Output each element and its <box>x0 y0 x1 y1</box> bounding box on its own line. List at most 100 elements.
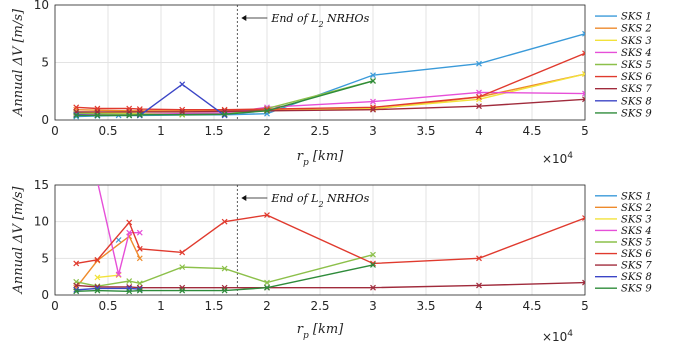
annotation-arrowhead <box>241 195 247 201</box>
data-point <box>582 30 585 37</box>
data-point <box>73 282 80 289</box>
legend-label: SKS 6 <box>621 72 652 83</box>
series-group <box>73 30 585 120</box>
annotation-text: End of L2 NRHOs <box>270 12 369 29</box>
data-point <box>95 179 100 184</box>
x-multiplier: ×104 <box>542 151 573 166</box>
data-point <box>126 229 133 236</box>
data-point <box>179 264 186 271</box>
data-point <box>136 245 143 252</box>
data-point <box>136 229 143 236</box>
series-line-sks-7 <box>76 281 585 289</box>
plot-1: 0 0.5 1 1.5 2 2.5 3 3.5 4 4.5 5 0 5 10 End of L2 NRHOs… <box>11 0 652 168</box>
data-point <box>94 256 101 263</box>
data-point <box>221 111 228 118</box>
data-point <box>179 249 186 256</box>
data-point <box>126 112 133 119</box>
series-line-sks-5 <box>76 253 374 287</box>
legend-label: SKS 9 <box>621 108 652 119</box>
data-point <box>73 112 80 119</box>
series-group <box>73 179 585 295</box>
data-point <box>73 104 80 111</box>
legend-label: SKS 1 <box>621 12 652 23</box>
x-multiplier: ×104 <box>542 329 573 344</box>
data-point <box>264 212 270 218</box>
legend-label: SKS 2 <box>621 203 652 214</box>
data-point <box>370 106 376 113</box>
x-tick-label: 0.5 <box>98 124 117 138</box>
series-line-sks-3 <box>97 274 119 279</box>
data-point <box>94 112 101 119</box>
data-point <box>221 287 228 294</box>
x-tick-label: 4.5 <box>522 124 541 138</box>
x-tick-label: 1 <box>157 299 165 313</box>
data-point <box>126 219 133 226</box>
annotation-text: End of L2 NRHOs <box>270 192 369 209</box>
data-point <box>179 109 186 115</box>
legend-label: SKS 7 <box>621 261 652 272</box>
data-point <box>115 237 122 243</box>
data-point <box>476 60 482 67</box>
y-tick-label: 10 <box>34 0 49 12</box>
data-point <box>264 279 270 286</box>
x-tick-label: 1.5 <box>204 124 223 138</box>
x-tick-label: 0 <box>51 299 59 313</box>
series-line-sks-9 <box>76 264 374 293</box>
data-point <box>476 282 482 289</box>
x-tick-label: 2.5 <box>310 124 329 138</box>
legend-label: SKS 9 <box>621 284 652 295</box>
x-tick-label: 0.5 <box>98 299 117 313</box>
data-point <box>370 77 376 84</box>
x-axis-label: rp [km] <box>297 322 344 341</box>
data-point <box>136 255 143 262</box>
data-point <box>476 103 482 110</box>
data-point <box>179 81 186 88</box>
legend-label: SKS 6 <box>621 249 652 260</box>
x-tick-label: 0 <box>51 124 59 138</box>
data-point <box>136 287 143 294</box>
data-point <box>115 271 122 278</box>
x-tick-label: 4.5 <box>522 299 541 313</box>
x-tick-label: 4 <box>475 124 483 138</box>
data-point <box>94 287 101 294</box>
annotation-arrowhead <box>241 15 247 21</box>
data-point <box>370 251 376 258</box>
series-line-sks-8 <box>76 287 140 291</box>
data-point <box>73 260 80 267</box>
axes-frame <box>54 184 586 296</box>
series-line-sks-6 <box>76 214 585 265</box>
data-point <box>94 274 101 281</box>
data-point <box>136 111 143 118</box>
data-point <box>370 72 376 79</box>
series-line-sks-7 <box>76 98 585 113</box>
x-tick-label: 5 <box>581 299 589 313</box>
plot-2: 0 0.5 1 1.5 2 2.5 3 3.5 4 4.5 5 0 5 10 15 End of L2 NRH… <box>11 178 652 344</box>
data-point <box>136 280 143 287</box>
x-tick-label: 2.5 <box>310 299 329 313</box>
x-axis-label: rp [km] <box>297 149 344 168</box>
x-tick-label: 2 <box>263 299 271 313</box>
data-point <box>582 96 585 103</box>
legend-label: SKS 3 <box>621 36 652 47</box>
x-tick-label: 1.5 <box>204 299 223 313</box>
series-line-sks-6 <box>76 52 585 111</box>
data-point <box>264 107 270 114</box>
y-axis-label: Annual ΔV [m/s] <box>11 8 26 117</box>
y-tick-label: 15 <box>34 178 49 192</box>
axes-frame <box>54 4 586 121</box>
data-point <box>126 288 133 295</box>
y-tick-label: 0 <box>41 113 49 127</box>
x-tick-label: 1 <box>157 124 165 138</box>
x-tick-label: 3 <box>369 299 377 313</box>
x-tick-label: 3.5 <box>416 124 435 138</box>
data-point <box>476 94 482 100</box>
legend-label: SKS 4 <box>621 48 652 59</box>
data-point <box>370 262 376 268</box>
data-point <box>582 279 585 286</box>
legend-label: SKS 1 <box>621 191 652 202</box>
data-point <box>476 89 482 96</box>
x-tick-label: 5 <box>581 124 589 138</box>
legend-label: SKS 7 <box>621 84 652 95</box>
